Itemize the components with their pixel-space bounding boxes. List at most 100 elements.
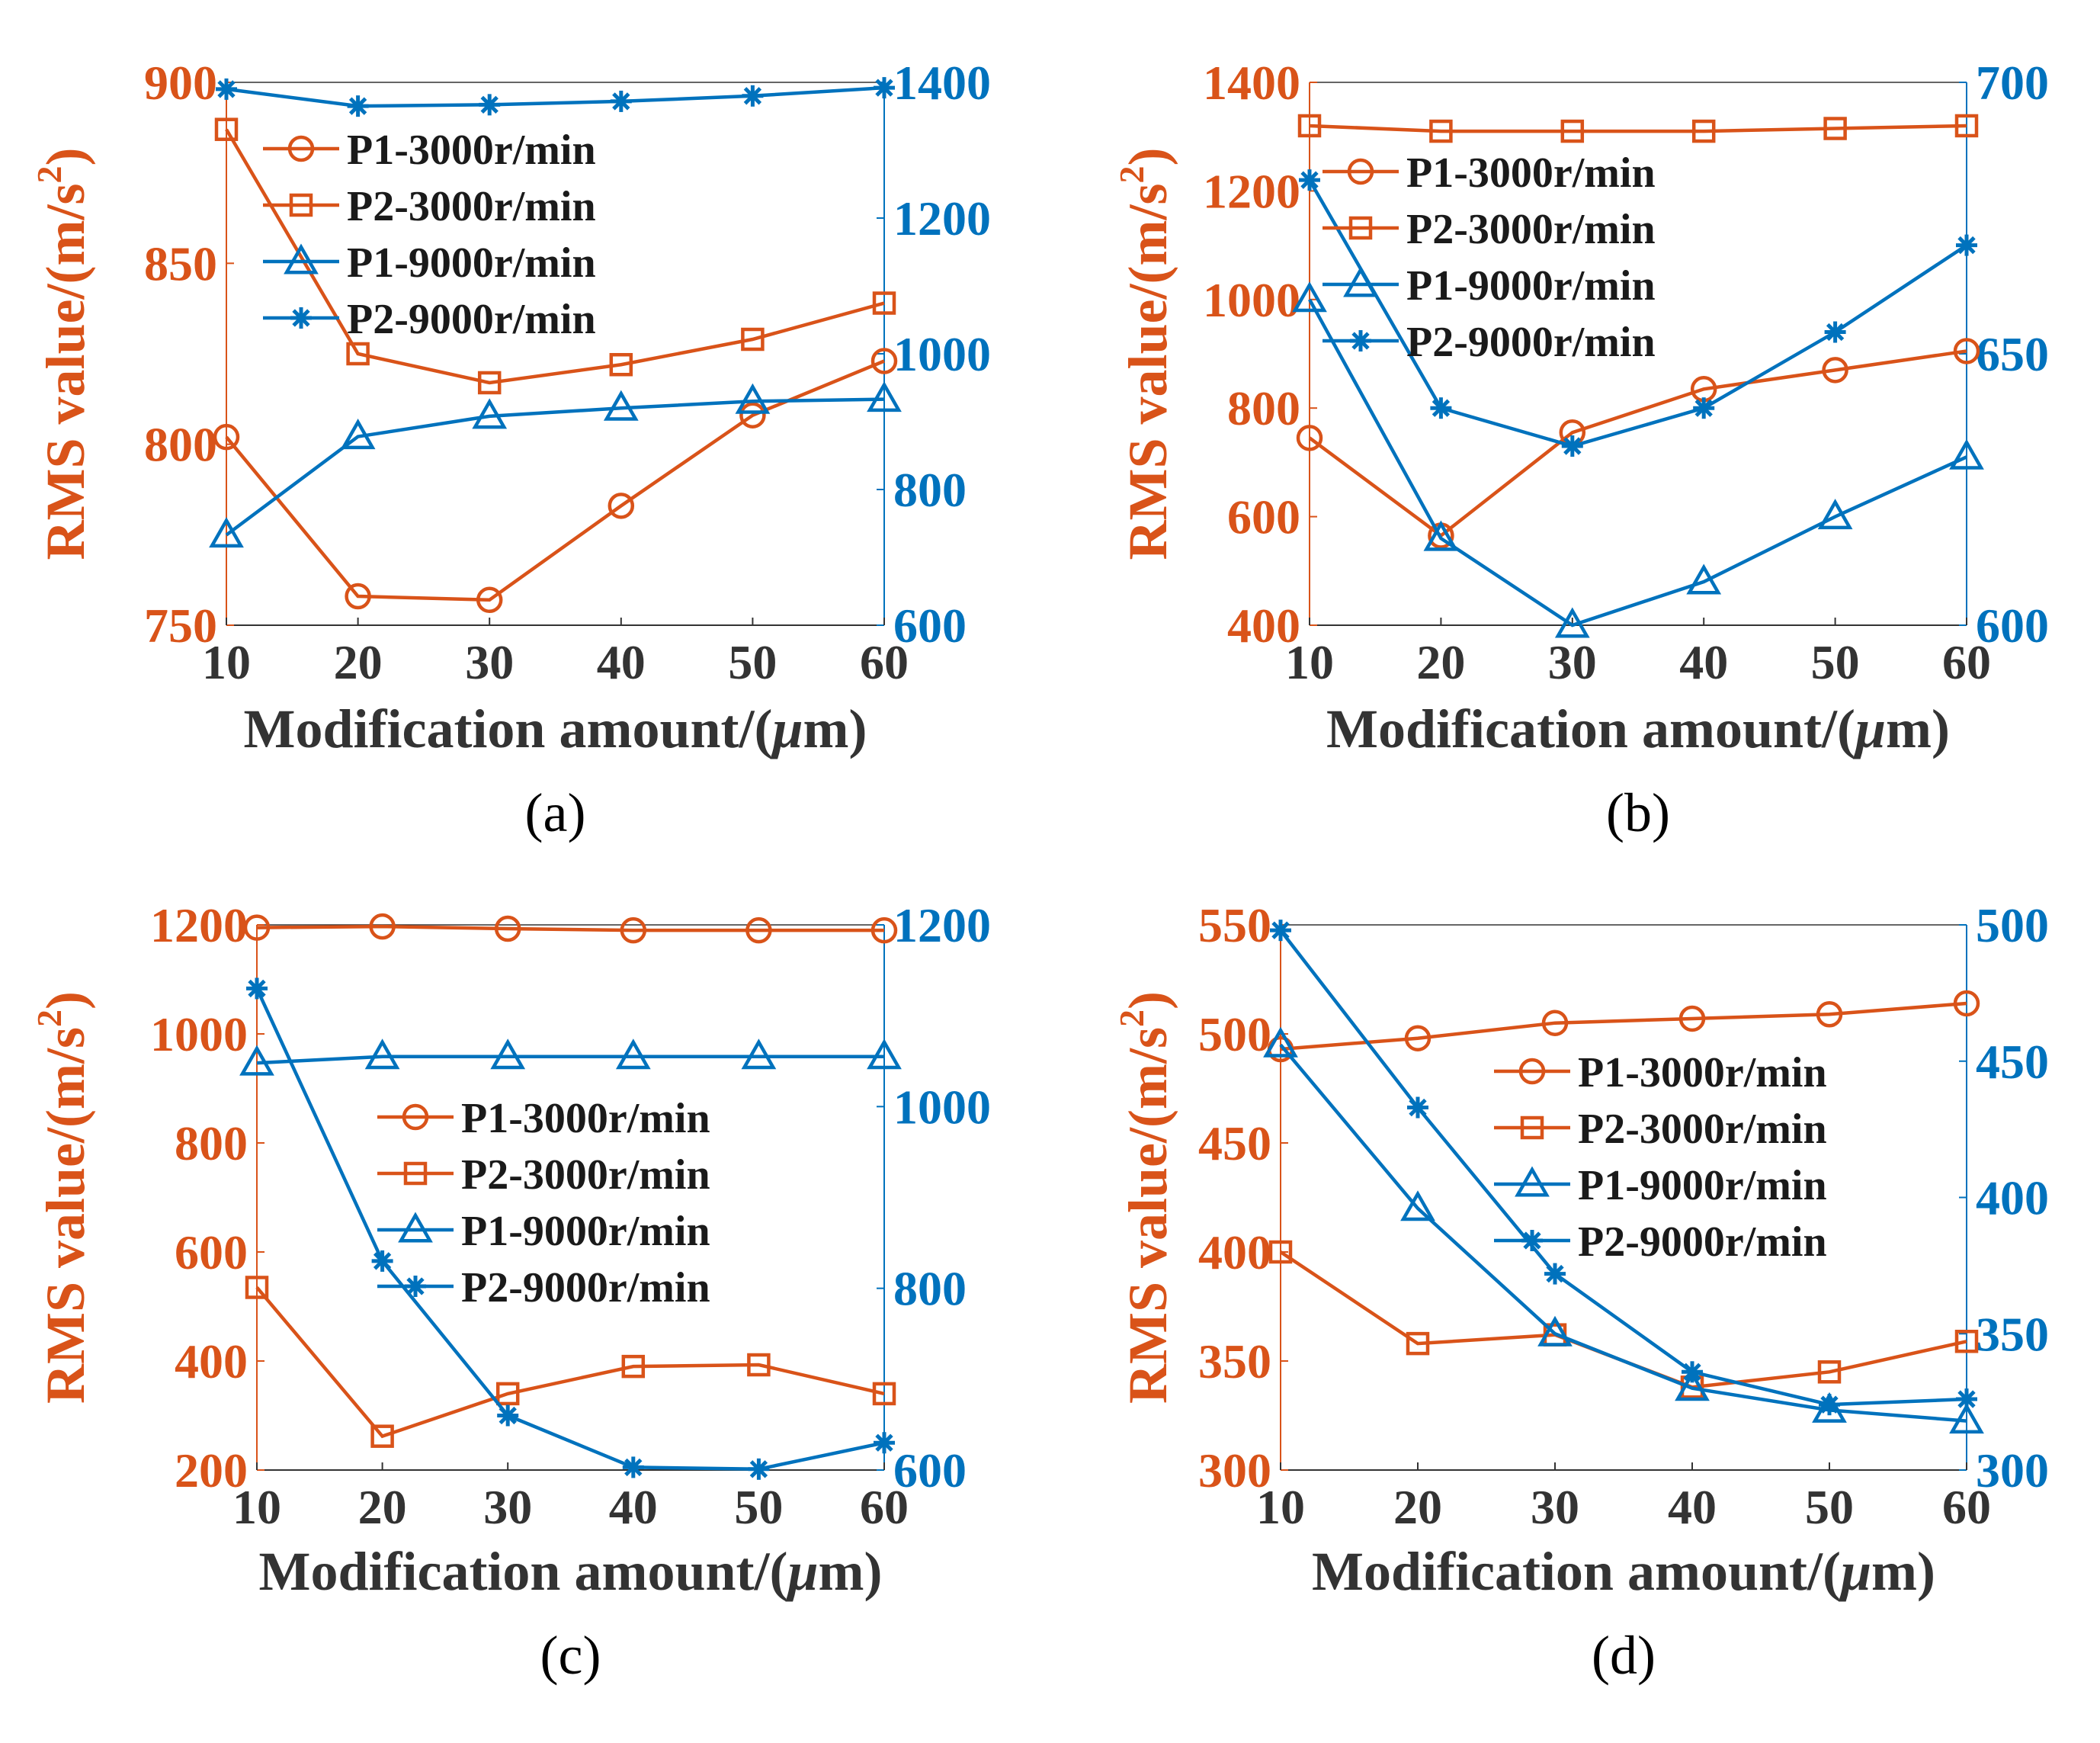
- y-axis-label-superscript: 2: [30, 166, 69, 184]
- series-triangle: [239, 1038, 902, 1076]
- data-point-triangle-marker: [472, 398, 508, 429]
- left-tick-label: 600: [1227, 490, 1300, 544]
- series-circle: [1267, 990, 1980, 1063]
- data-point-asterisk-marker: [874, 1432, 895, 1454]
- right-tick-label: 1400: [893, 56, 991, 110]
- legend-asterisk-marker: [290, 307, 312, 329]
- y-axis-label-close: ): [35, 148, 96, 166]
- x-tick-label: 60: [1942, 1480, 1991, 1534]
- chart-panel-1: 750 800 850 900 600 800 1000 1200 1400 10 20 30 40 50…: [30, 56, 991, 843]
- legend: P1-3000r/min P2-3000r/min P1-9000r/min P2-9…: [1494, 1049, 1827, 1266]
- left-tick-label: 800: [1227, 381, 1300, 435]
- left-tick-label: 900: [144, 56, 217, 110]
- data-point-triangle-marker: [1812, 1392, 1847, 1423]
- series-line: [256, 924, 884, 932]
- legend-square-marker: [1520, 1115, 1544, 1140]
- data-point-circle-marker: [1816, 1001, 1843, 1028]
- data-point-triangle-marker: [1263, 1026, 1298, 1058]
- x-axis-label-mu: μ: [1852, 698, 1886, 759]
- data-point-triangle-marker: [603, 390, 639, 421]
- series-line: [1308, 179, 1968, 448]
- x-tick-label: 20: [1416, 635, 1465, 689]
- left-tick-label: 550: [1198, 898, 1271, 952]
- data-point-asterisk-marker: [1407, 1096, 1428, 1119]
- data-point-square-marker: [1268, 1240, 1293, 1264]
- x-axis-label-unit: m): [1871, 1541, 1935, 1602]
- panel-caption: (a): [525, 782, 586, 843]
- y-axis-label-close: ): [1117, 991, 1178, 1010]
- data-point-triangle-marker: [1400, 1190, 1435, 1221]
- x-axis-label-unit: m): [1886, 698, 1950, 759]
- legend-label: P2-3000r/min: [461, 1151, 710, 1199]
- asterisk-stroke: [406, 1277, 425, 1295]
- legend-label: P1-3000r/min: [347, 127, 596, 174]
- x-axis-label-text: Modification amount/(: [1312, 1541, 1841, 1602]
- data-point-asterisk-marker: [1819, 1394, 1840, 1416]
- legend-label: P2-3000r/min: [1406, 206, 1656, 253]
- asterisk-stroke: [875, 79, 893, 97]
- legend-label: P1-3000r/min: [461, 1095, 710, 1142]
- legend: P1-3000r/min P2-3000r/min P1-9000r/min P2-9…: [1323, 149, 1656, 366]
- asterisk-stroke: [1409, 1098, 1427, 1117]
- x-tick-label: 30: [483, 1480, 532, 1534]
- legend-label: P2-9000r/min: [347, 296, 596, 343]
- data-point-triangle-marker: [1423, 520, 1459, 551]
- x-tick-label: 10: [232, 1480, 281, 1534]
- asterisk-stroke: [292, 309, 310, 327]
- legend-square-marker: [289, 193, 313, 217]
- asterisk-stroke: [1300, 171, 1319, 189]
- data-point-triangle-marker: [735, 383, 771, 414]
- data-point-asterisk-marker: [1693, 397, 1715, 419]
- data-point-square-marker: [370, 1424, 394, 1448]
- right-tick-label: 650: [1976, 327, 2049, 381]
- legend-label: P2-3000r/min: [347, 183, 596, 230]
- legend: P1-3000r/min P2-3000r/min P1-9000r/min P2-9…: [377, 1095, 710, 1311]
- left-tick-label: 750: [144, 599, 217, 653]
- left-tick-label: 800: [175, 1116, 248, 1170]
- series-line: [1308, 298, 1967, 628]
- data-point-triangle-marker: [1675, 1370, 1710, 1401]
- legend-label: P1-9000r/min: [1578, 1162, 1827, 1209]
- legend-label: P2-3000r/min: [1578, 1106, 1827, 1153]
- y-axis-label-superscript: 2: [1112, 166, 1151, 184]
- data-point-square-marker: [1297, 114, 1322, 138]
- series-square: [1297, 114, 1979, 143]
- asterisk-stroke: [248, 979, 266, 998]
- legend-asterisk-marker: [1350, 330, 1371, 351]
- legend-label: P2-9000r/min: [1578, 1218, 1827, 1266]
- data-point-square-marker: [741, 327, 765, 351]
- data-point-asterisk-marker: [1270, 920, 1291, 942]
- legend-label: P1-9000r/min: [1406, 262, 1656, 310]
- data-point-circle-marker: [608, 493, 635, 519]
- asterisk-stroke: [1694, 399, 1713, 417]
- series-asterisk: [1270, 920, 1977, 1416]
- data-point-asterisk-marker: [1682, 1361, 1703, 1383]
- data-point-circle-marker: [369, 913, 396, 940]
- data-point-asterisk-marker: [622, 1456, 644, 1478]
- data-point-circle-marker: [870, 348, 898, 374]
- x-tick-label: 20: [334, 635, 383, 689]
- legend-label: P1-3000r/min: [1578, 1049, 1827, 1096]
- data-point-asterisk-marker: [216, 78, 237, 100]
- legend-circle-marker: [1518, 1058, 1546, 1085]
- y-axis-label: RMS value/(m/s2): [1112, 991, 1178, 1404]
- y-axis-label-superscript: 2: [1112, 1010, 1151, 1027]
- data-point-square-marker: [1406, 1331, 1430, 1356]
- series-asterisk: [216, 77, 895, 117]
- legend-square-marker: [403, 1161, 428, 1186]
- legend-triangle-marker: [398, 1212, 433, 1243]
- series-line: [255, 987, 885, 1472]
- data-point-circle-marker: [1404, 1025, 1432, 1051]
- legend: P1-3000r/min P2-3000r/min P1-9000r/min P2-9…: [263, 127, 596, 343]
- data-point-circle-marker: [739, 402, 766, 429]
- x-axis-label: Modification amount/(μm): [1326, 698, 1950, 759]
- data-point-asterisk-marker: [1956, 234, 1977, 256]
- asterisk-stroke: [749, 1460, 768, 1478]
- data-point-triangle-marker: [1292, 281, 1327, 313]
- data-point-asterisk-marker: [748, 1458, 770, 1480]
- x-tick-label: 50: [1811, 635, 1860, 689]
- asterisk-stroke: [1683, 1363, 1701, 1381]
- legend-label: P2-9000r/min: [1406, 319, 1656, 366]
- asterisk-stroke: [1523, 1231, 1541, 1250]
- y-axis-label: RMS value/(m/s2): [30, 148, 96, 560]
